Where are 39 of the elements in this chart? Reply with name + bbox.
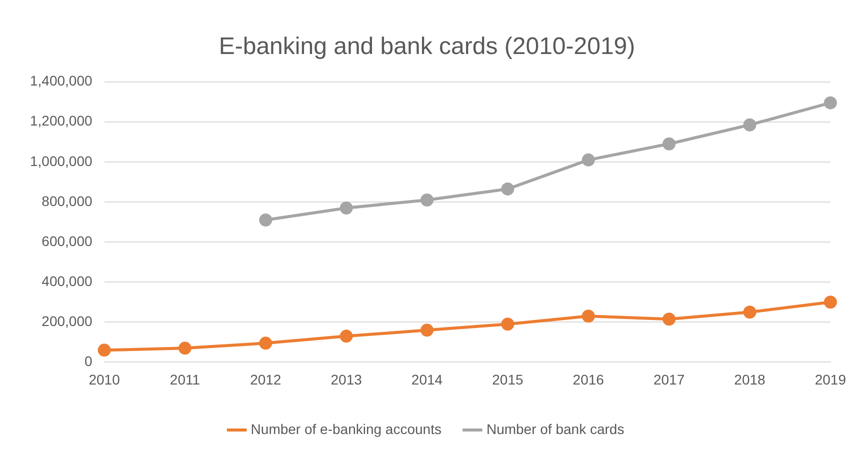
x-tick-label: 2015 (492, 371, 524, 388)
chart-title: E-banking and bank cards (2010-2019) (218, 33, 636, 60)
y-tick-label: 400,000 (42, 272, 92, 289)
point (582, 153, 595, 166)
x-tick-label: 2012 (250, 371, 282, 388)
x-tick-label: 2016 (572, 371, 604, 388)
point (662, 137, 676, 150)
point (662, 312, 676, 326)
point (259, 213, 272, 226)
x-tick-label: 2010 (88, 371, 120, 388)
x-tick-label: 2018 (734, 371, 766, 388)
point (824, 96, 837, 110)
legend-label: Number of e-banking accounts (250, 420, 442, 437)
point (98, 344, 111, 357)
x-tick-label: 2017 (653, 371, 685, 388)
point (824, 296, 837, 309)
point (501, 318, 514, 331)
point (743, 306, 756, 319)
point (178, 342, 192, 355)
point (259, 336, 272, 350)
point (420, 193, 434, 206)
x-tick-label: 2013 (330, 371, 362, 388)
legend-label: Number of bank cards (486, 420, 624, 437)
point (340, 201, 353, 214)
y-tick-label: 1,200,000 (30, 112, 92, 129)
y-tick-label: 1,000,000 (30, 152, 92, 169)
point (420, 324, 434, 337)
y-tick-label: 0 (84, 353, 92, 370)
y-tick-label: 1,400,000 (30, 72, 92, 89)
x-tick-label: 2014 (411, 371, 443, 388)
y-tick-label: 200,000 (42, 313, 92, 329)
y-tick-label: 600,000 (42, 232, 92, 249)
x-tick-label: 2011 (170, 371, 200, 388)
point (582, 310, 595, 323)
point (743, 118, 756, 132)
x-tick-label: 2019 (814, 371, 846, 388)
point (501, 182, 514, 196)
point (340, 330, 353, 343)
y-tick-label: 800,000 (42, 192, 92, 209)
